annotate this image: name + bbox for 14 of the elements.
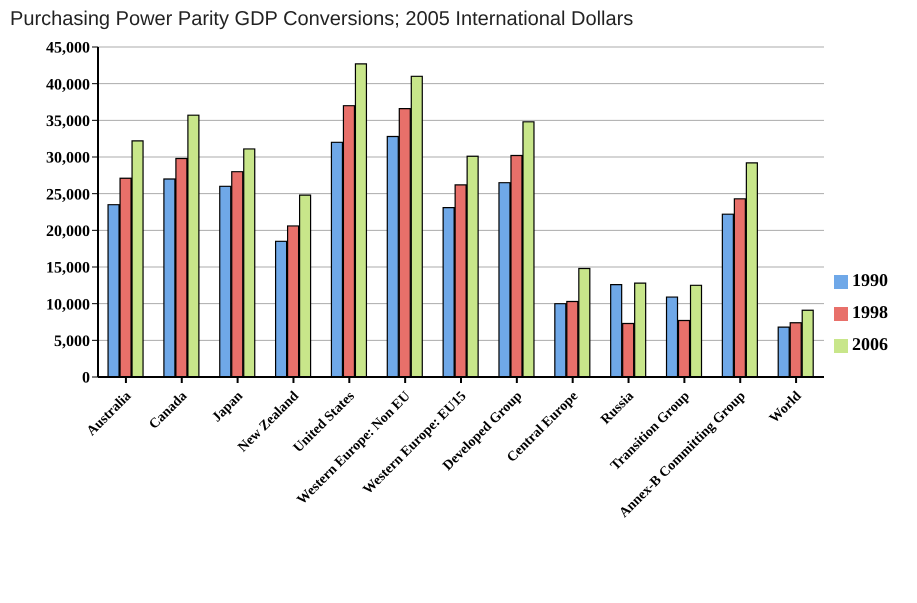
y-tick-label: 10,000 [46,296,90,314]
y-tick-label: 25,000 [46,186,90,204]
y-tick-label: 15,000 [46,260,90,277]
legend-label: 1998 [852,302,888,322]
y-tick-label: 0 [82,370,90,387]
legend-label: 1990 [852,270,888,290]
y-tick-label: 40,000 [46,76,90,94]
y-tick-label: 30,000 [46,150,90,167]
legend-label: 2006 [852,334,888,354]
chart-title: Purchasing Power Parity GDP Conversions; 2005 International Dollars [10,8,634,31]
y-tick-label: 35,000 [46,113,90,130]
y-tick-label: 45,000 [46,40,90,57]
y-tick-label: 20,000 [46,223,90,240]
y-tick-label: 5,000 [54,333,90,350]
